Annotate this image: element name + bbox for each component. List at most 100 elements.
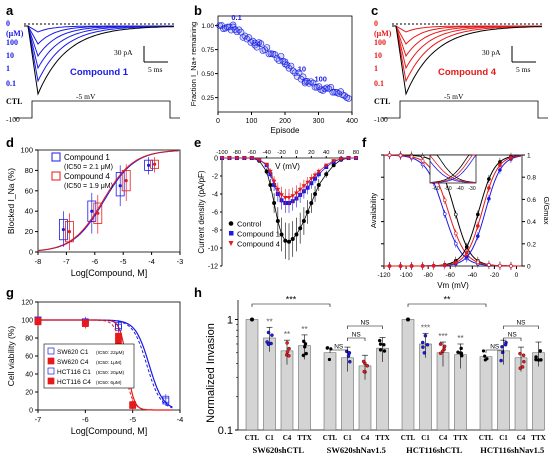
category-label: C1: [499, 434, 508, 442]
replicate-dot: [301, 339, 306, 344]
x-tick-label: -40: [468, 272, 478, 279]
data-point: [263, 44, 271, 51]
median-point: [147, 163, 151, 167]
replicate-dot: [518, 351, 522, 356]
y-tick-label: 100: [21, 318, 33, 325]
legend-ic50: (IC50 = 2.1 μM): [64, 164, 113, 171]
y-tick-label: 0.1: [218, 425, 233, 437]
y-tick-label: -10: [208, 246, 218, 253]
replicate-dot: [538, 349, 543, 353]
data-point: [324, 172, 329, 177]
y-tick-label: 80: [25, 336, 33, 343]
significance-label: ***: [286, 295, 297, 305]
significance-label: NS: [490, 344, 500, 351]
data-point: [227, 156, 232, 161]
data-point: [115, 323, 122, 331]
replicate-dot: [481, 349, 486, 353]
category-label: TTX: [297, 434, 311, 442]
x-tick-label: -8: [35, 257, 42, 266]
data-point: [271, 51, 279, 58]
legend-series-name: SW620 C1: [57, 349, 89, 356]
y-tick-label-right: 0.2: [527, 241, 536, 248]
concentration-label: 10: [6, 51, 14, 60]
data-point: [442, 198, 447, 203]
legend-series-name: Compound 4: [237, 240, 280, 249]
replicate-dot: [329, 347, 333, 351]
legend-marker: [228, 221, 234, 226]
data-point: [249, 37, 257, 45]
replicate-dot: [534, 357, 538, 362]
y-tick-label: 60: [25, 354, 33, 361]
x-tick-label: 0: [216, 118, 220, 125]
x-tick-label: -4: [148, 257, 155, 266]
replicate-dot: [270, 333, 274, 337]
replicate-dot: [406, 317, 410, 322]
data-point: [309, 79, 317, 87]
bar-significance: **: [284, 330, 290, 339]
bar: [401, 319, 415, 431]
panel-f-gating-curves: -120 -100 -80 -60 -40 -20 0 0 0.2 0.4 0.6 0.8 1 Vm (m…: [369, 151, 550, 290]
legend-marker: [229, 231, 234, 236]
replicate-dot: [303, 342, 308, 346]
data-point: [255, 39, 263, 46]
legend-frame: [43, 343, 135, 389]
replicate-dot: [499, 358, 503, 363]
replicate-dot: [483, 358, 487, 362]
data-point: [298, 226, 303, 231]
data-point: [294, 191, 299, 196]
replicate-dot: [302, 345, 307, 349]
legend-marker: [47, 367, 55, 375]
replicate-dot: [287, 346, 291, 351]
ctl-label: CTL: [6, 97, 22, 106]
legend-ic50: (IC50: 20μM): [96, 370, 124, 376]
data-point: [129, 402, 137, 409]
data-point: [442, 263, 447, 267]
concentration-annotation: 1: [258, 40, 262, 49]
y-tick-label: 20: [25, 390, 33, 397]
significance-bracket: [485, 349, 504, 353]
trace-conc-4: [392, 25, 542, 83]
data-point: [487, 186, 491, 190]
replicate-dot: [266, 342, 271, 346]
y-axis-label: Normalized Invasion: [205, 323, 217, 423]
data-point: [327, 83, 335, 91]
x-tick-label: 40: [323, 150, 329, 156]
y-tick-label: -6: [212, 210, 218, 217]
data-point: [476, 260, 480, 265]
category-label: TTX: [531, 434, 545, 442]
x-tick-label: 400: [346, 118, 358, 125]
data-point: [301, 219, 306, 223]
fit-curve: [384, 155, 521, 267]
data-point: [287, 239, 291, 244]
panel-a-traces: 0(μM)100 10 1 0.1 CTL 30 pA 5 ms Compound 1 -100…: [6, 19, 180, 124]
category-label: C1: [421, 434, 430, 442]
data-point: [281, 58, 289, 66]
replicate-dot: [438, 342, 443, 346]
replicate-dot: [361, 359, 366, 364]
data-point: [305, 210, 310, 214]
data-point: [257, 40, 265, 47]
data-point: [317, 86, 325, 93]
group-label: HCT116shNav1.5: [480, 445, 544, 455]
legend-series-name: Compound 1: [237, 230, 280, 239]
replicate-dot: [522, 359, 526, 364]
legend-ic50: (IC50: 1μM): [96, 360, 122, 366]
data-point: [312, 173, 318, 178]
replicate-dot: [421, 345, 425, 349]
replicate-dot: [287, 354, 291, 358]
x-tick-label: -7: [63, 257, 70, 266]
inset-tick-label: -60: [432, 186, 439, 192]
median-point: [61, 227, 65, 232]
data-point: [249, 156, 255, 161]
data-point: [305, 180, 310, 185]
data-point: [313, 192, 318, 196]
median-point: [90, 209, 94, 213]
legend-series-name: HCT116 C4: [57, 379, 91, 386]
compound-label: Compound 4: [438, 67, 497, 78]
legend-series-name: Control: [237, 220, 262, 229]
replicate-dot: [422, 351, 427, 355]
x-tick-label: -6: [82, 415, 89, 424]
data-point: [225, 23, 233, 31]
concentration-label: 0: [374, 19, 378, 28]
x-tick-label: 20: [308, 150, 314, 156]
